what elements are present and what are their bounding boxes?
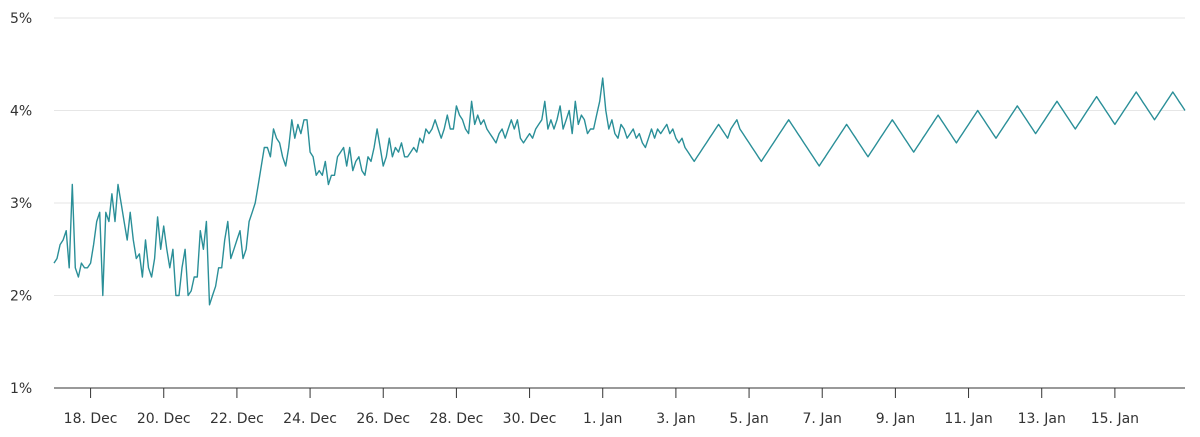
x-tick-label: 20. Dec <box>137 411 191 427</box>
y-tick-label: 2% <box>10 289 32 305</box>
x-tick-label: 13. Jan <box>1018 411 1066 427</box>
gridlines <box>54 17 1185 296</box>
x-tick-label: 5. Jan <box>729 411 768 427</box>
y-tick-label: 4% <box>10 104 32 120</box>
x-tick-label: 15. Jan <box>1091 411 1139 427</box>
x-tick-label: 26. Dec <box>356 411 410 427</box>
series-line <box>53 77 1186 306</box>
x-tick-label: 30. Dec <box>503 411 557 427</box>
x-tick-label: 28. Dec <box>429 411 483 427</box>
x-tick-label: 11. Jan <box>944 411 992 427</box>
x-tick-label: 7. Jan <box>803 411 842 427</box>
x-axis-ticks: 18. Dec 20. Dec 22. Dec 24. Dec 26. Dec 28. D… <box>64 388 1139 427</box>
y-tick-label: 1% <box>10 381 32 397</box>
y-tick-label: 5% <box>10 11 32 27</box>
series-layer <box>53 77 1186 306</box>
x-tick-label: 9. Jan <box>876 411 915 427</box>
x-tick-label: 24. Dec <box>283 411 337 427</box>
x-tick-label: 3. Jan <box>656 411 695 427</box>
y-tick-label: 3% <box>10 196 32 212</box>
x-tick-label: 1. Jan <box>583 411 622 427</box>
x-tick-label: 18. Dec <box>64 411 118 427</box>
y-axis-ticks: 1% 2% 3% 4% 5% <box>10 11 32 397</box>
x-tick-label: 22. Dec <box>210 411 264 427</box>
